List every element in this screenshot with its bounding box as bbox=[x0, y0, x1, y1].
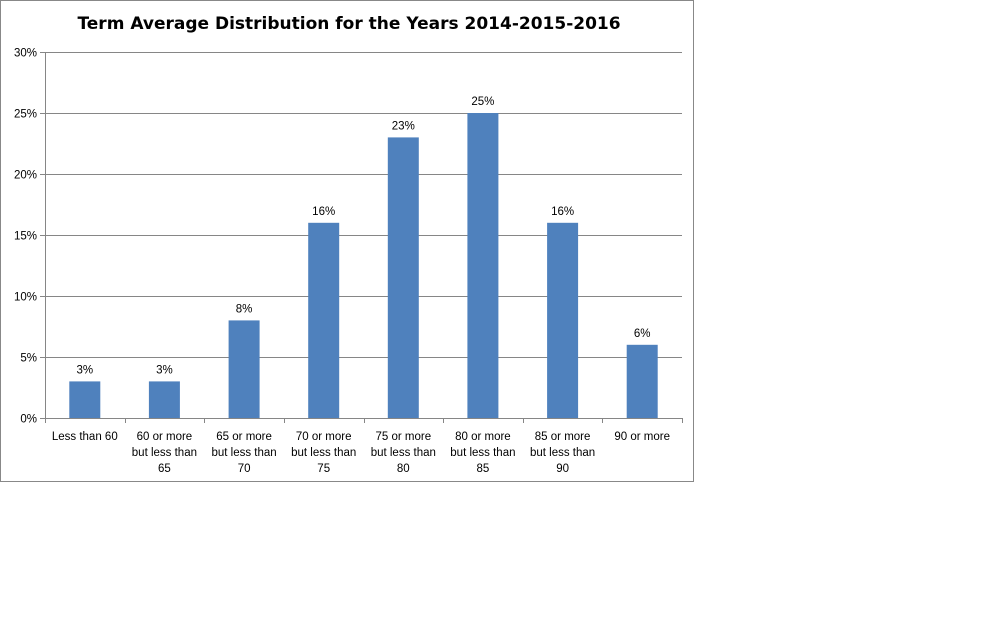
y-tick-label: 10% bbox=[14, 292, 37, 304]
category-label: 85 or more but less than 90 bbox=[530, 431, 595, 475]
chart-area: Term Average Distribution for the Years … bbox=[0, 0, 694, 482]
data-label: 8% bbox=[236, 303, 253, 315]
bar bbox=[547, 222, 579, 418]
category-label: 60 or more but less than 65 bbox=[132, 431, 197, 475]
data-labels: 3% 3% 8% 16% 23% 25% 16% 6% bbox=[76, 96, 650, 376]
category-label-line: 90 bbox=[556, 463, 569, 475]
data-label: 25% bbox=[471, 96, 494, 108]
category-label: 65 or more but less than 70 bbox=[211, 431, 276, 475]
category-label-line: 70 or more bbox=[296, 431, 352, 443]
category-label-line: 70 bbox=[238, 463, 251, 475]
gridlines bbox=[40, 52, 682, 419]
category-label: 70 or more but less than 75 bbox=[291, 431, 356, 475]
y-tick-label: 5% bbox=[20, 353, 37, 365]
category-label-line: 75 or more bbox=[375, 431, 431, 443]
category-label: 80 or more but less than 85 bbox=[450, 431, 515, 475]
bar bbox=[387, 137, 419, 418]
y-tick-label: 0% bbox=[20, 414, 37, 426]
data-label: 6% bbox=[634, 328, 651, 340]
data-label: 3% bbox=[76, 364, 93, 376]
category-label-line: 80 bbox=[397, 463, 410, 475]
category-label-line: 90 or more bbox=[614, 431, 670, 443]
y-axis-tick-labels: 0% 5% 10% 15% 20% 25% 30% bbox=[14, 48, 37, 426]
category-label: 90 or more bbox=[614, 431, 670, 443]
category-label-line: but less than bbox=[371, 447, 436, 459]
x-axis bbox=[45, 418, 683, 423]
category-label-line: but less than bbox=[211, 447, 276, 459]
bar bbox=[626, 344, 658, 418]
category-label-line: 85 or more bbox=[535, 431, 591, 443]
category-label-line: but less than bbox=[450, 447, 515, 459]
category-label: 75 or more but less than 80 bbox=[371, 431, 436, 475]
category-label-line: but less than bbox=[530, 447, 595, 459]
category-label-line: but less than bbox=[291, 447, 356, 459]
category-label-line: 85 bbox=[477, 463, 490, 475]
bar-chart: Term Average Distribution for the Years … bbox=[14, 14, 683, 475]
y-tick-label: 25% bbox=[14, 109, 37, 121]
y-tick-label: 30% bbox=[14, 48, 37, 60]
bar bbox=[148, 381, 180, 418]
category-label-line: 65 bbox=[158, 463, 171, 475]
category-label-line: 80 or more bbox=[455, 431, 511, 443]
bar bbox=[69, 381, 101, 418]
bar bbox=[228, 320, 260, 418]
bar bbox=[308, 222, 340, 418]
data-label: 16% bbox=[551, 206, 574, 218]
category-label-line: 65 or more bbox=[216, 431, 272, 443]
category-label-line: 60 or more bbox=[137, 431, 193, 443]
data-label: 3% bbox=[156, 364, 173, 376]
bar bbox=[467, 113, 499, 418]
y-tick-label: 20% bbox=[14, 170, 37, 182]
category-label-line: 75 bbox=[317, 463, 330, 475]
bars bbox=[69, 113, 658, 418]
category-label: Less than 60 bbox=[52, 431, 118, 443]
data-label: 23% bbox=[392, 120, 415, 132]
y-tick-label: 15% bbox=[14, 231, 37, 243]
chart-title: Term Average Distribution for the Years … bbox=[77, 14, 620, 34]
category-label-line: but less than bbox=[132, 447, 197, 459]
data-label: 16% bbox=[312, 206, 335, 218]
category-label-line: Less than 60 bbox=[52, 431, 118, 443]
category-labels: Less than 60 60 or more but less than 65 65 … bbox=[52, 431, 670, 475]
